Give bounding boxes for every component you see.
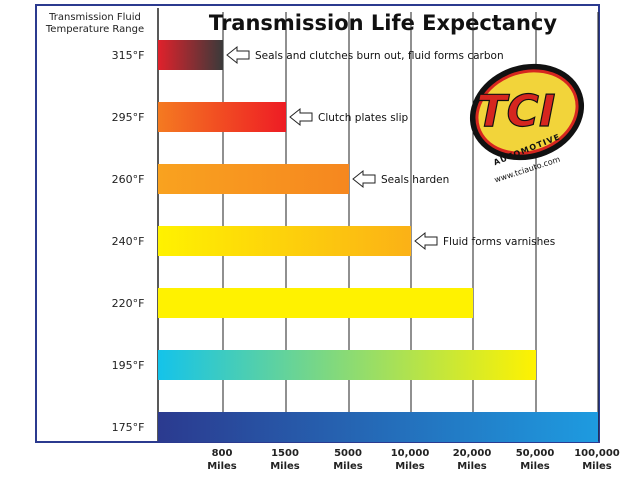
bar [158, 226, 411, 256]
bar-annotation: Seals harden [381, 174, 449, 186]
annotation-arrow [226, 45, 250, 65]
x-tick-unit: Miles [270, 461, 300, 472]
x-tick-unit: Miles [520, 461, 550, 472]
y-tick-label: 260°F [112, 173, 145, 186]
bar [158, 102, 286, 132]
chart-title: Transmission Life Expectancy [209, 11, 557, 35]
tci-logo [469, 63, 585, 161]
annotation-arrow [289, 107, 313, 127]
y-tick-label: 240°F [112, 235, 145, 248]
x-tick-label: 1500 [271, 448, 299, 459]
x-tick-label: 100,000 [574, 448, 620, 459]
y-tick-labels: 315°F 295°F 260°F 240°F 220°F 195°F 175°F [112, 49, 145, 434]
x-tick-unit: Miles [333, 461, 363, 472]
bar [158, 350, 536, 380]
y-tick-label: 315°F [112, 49, 145, 62]
y-tick-label: 295°F [112, 111, 145, 124]
y-tick-label: 175°F [112, 421, 145, 434]
x-tick-label: 10,000 [391, 448, 430, 459]
x-tick-label: 50,000 [516, 448, 555, 459]
x-tick-label: 5000 [334, 448, 362, 459]
bar [158, 412, 598, 442]
bar-annotations: Seals and clutches burn out, fluid forms… [226, 45, 555, 251]
y-axis-label-line-1: Transmission Fluid [48, 12, 141, 23]
x-tick-label: 20,000 [453, 448, 492, 459]
annotation-arrow [414, 231, 438, 251]
bar [158, 288, 473, 318]
bar [158, 40, 223, 70]
x-tick-unit: Miles [207, 461, 237, 472]
x-tick-label: 800 [212, 448, 233, 459]
x-tick-unit: Miles [582, 461, 612, 472]
bar-annotation: Fluid forms varnishes [443, 236, 555, 248]
y-tick-label: 220°F [112, 297, 145, 310]
logo-fill [475, 69, 579, 155]
bar-annotation: Clutch plates slip [318, 112, 408, 124]
logo-text: TCI [477, 86, 556, 137]
y-axis-label-line-2: Temperature Range [45, 24, 144, 35]
y-tick-label: 195°F [112, 359, 145, 372]
x-tick-labels: 800 Miles 1500 Miles 5000 Miles 10,000 Miles 20,… [207, 448, 620, 472]
bar [158, 164, 349, 194]
bar-annotation: Seals and clutches burn out, fluid forms… [255, 50, 504, 62]
x-tick-unit: Miles [457, 461, 487, 472]
x-tick-unit: Miles [395, 461, 425, 472]
annotation-arrow [352, 169, 376, 189]
bars [158, 40, 598, 442]
